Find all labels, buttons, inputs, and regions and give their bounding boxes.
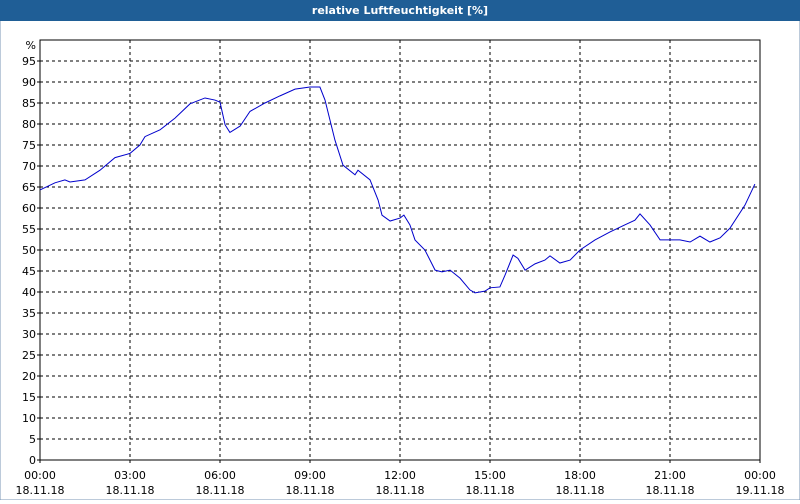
x-tick-date: 18.11.18 xyxy=(376,484,425,497)
y-tick-label: 70 xyxy=(22,160,36,173)
y-tick-label: 50 xyxy=(22,244,36,257)
y-tick-label: 80 xyxy=(22,118,36,131)
y-unit: % xyxy=(26,39,36,52)
y-tick-label: 20 xyxy=(22,370,36,383)
y-tick-label: 0 xyxy=(29,454,36,467)
y-tick-label: 15 xyxy=(22,391,36,404)
y-tick-label: 85 xyxy=(22,97,36,110)
x-tick-label: 21:00 xyxy=(654,469,686,482)
x-tick-label: 00:00 xyxy=(24,469,56,482)
x-tick-date: 18.11.18 xyxy=(286,484,335,497)
x-tick-label: 06:00 xyxy=(204,469,236,482)
x-tick-date: 18.11.18 xyxy=(556,484,605,497)
y-tick-label: 35 xyxy=(22,307,36,320)
y-tick-label: 10 xyxy=(22,412,36,425)
x-tick-label: 15:00 xyxy=(474,469,506,482)
data-line xyxy=(39,86,756,294)
x-tick-label: 18:00 xyxy=(564,469,596,482)
x-tick-date: 18.11.18 xyxy=(106,484,155,497)
y-tick-label: 5 xyxy=(29,433,36,446)
x-tick-label: 09:00 xyxy=(294,469,326,482)
title-bar xyxy=(0,0,800,21)
y-tick-label: 65 xyxy=(22,181,36,194)
x-tick-date: 18.11.18 xyxy=(16,484,65,497)
chart-title: relative Luftfeuchtigkeit [%] xyxy=(312,4,488,17)
x-tick-date: 18.11.18 xyxy=(466,484,515,497)
y-tick-label: 40 xyxy=(22,286,36,299)
y-tick-label: 60 xyxy=(22,202,36,215)
x-tick-label: 03:00 xyxy=(114,469,146,482)
x-tick-label: 12:00 xyxy=(384,469,416,482)
x-tick-date: 18.11.18 xyxy=(646,484,695,497)
x-tick-label: 00:00 xyxy=(744,469,776,482)
y-tick-label: 95 xyxy=(22,55,36,68)
x-tick-date: 19.11.18 xyxy=(736,484,785,497)
y-tick-label: 25 xyxy=(22,349,36,362)
y-tick-label: 75 xyxy=(22,139,36,152)
y-tick-label: 90 xyxy=(22,76,36,89)
y-tick-label: 55 xyxy=(22,223,36,236)
x-tick-date: 18.11.18 xyxy=(196,484,245,497)
y-tick-label: 30 xyxy=(22,328,36,341)
y-tick-label: 45 xyxy=(22,265,36,278)
